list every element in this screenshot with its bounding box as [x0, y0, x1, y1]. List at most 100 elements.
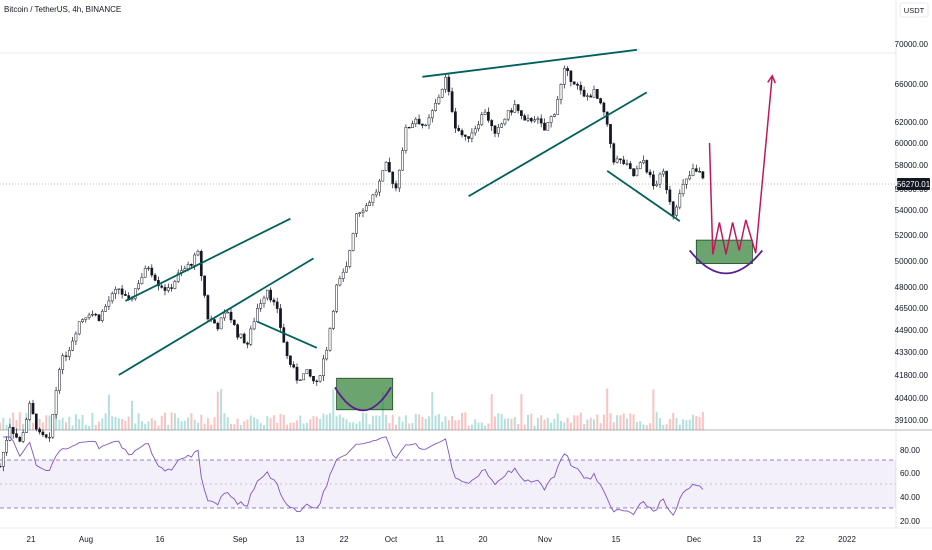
candle-body [638, 162, 642, 170]
volume-bar [586, 419, 589, 430]
rsi-tick-label: 80.00 [900, 446, 921, 455]
currency-selector[interactable]: USDT [899, 2, 929, 18]
volume-bar [61, 417, 64, 430]
date-tick-label: Sep [233, 535, 248, 544]
volume-bar [447, 420, 450, 430]
candle-body [691, 168, 695, 176]
volume-bar [665, 424, 668, 430]
candle-body [605, 111, 609, 125]
candle-body [648, 171, 652, 176]
rsi-axis: 80.00 60.00 40.00 20.00 [900, 446, 921, 526]
volume-bar [322, 413, 325, 430]
candle-body [282, 327, 286, 343]
candle-body [655, 183, 659, 187]
volume-bar [395, 424, 397, 430]
volume-bar [28, 417, 31, 430]
date-tick-label: 20 [479, 535, 488, 544]
candle-body [645, 160, 649, 173]
candle-body [124, 294, 127, 296]
candle-body [107, 300, 111, 307]
volume-bar [569, 422, 572, 430]
candle-body [265, 289, 269, 299]
volume-bar [167, 424, 170, 430]
candle-body [34, 413, 38, 430]
volume-bar [365, 413, 368, 430]
candle-body [256, 308, 259, 322]
price-tick-label: 41800.00 [895, 371, 929, 380]
volume-bar [282, 414, 285, 430]
currency-label: USDT [904, 6, 925, 15]
volume-bar [91, 412, 94, 430]
candle-body [562, 68, 566, 85]
volume-bar [385, 414, 388, 430]
candle-body [117, 288, 121, 290]
volume-bar [612, 422, 615, 430]
volume-bar [629, 413, 632, 430]
volume-bar [107, 394, 110, 430]
arrow-head [767, 74, 777, 84]
date-axis[interactable]: 21 Aug 16 Sep 13 22 Oct 11 20 Nov 15 Dec 13 22 2022 [27, 535, 857, 544]
candle-body [298, 379, 302, 381]
volume-bar [668, 419, 671, 430]
volume-bar [114, 417, 117, 430]
candle-body [384, 162, 388, 171]
price-axis[interactable]: 70000.00 66000.00 62000.00 60000.00 58000.00… [895, 40, 929, 425]
volume-bar [381, 392, 384, 430]
candle-body [480, 114, 484, 126]
volume-bar [296, 420, 298, 430]
candle-body [523, 115, 527, 121]
date-tick-label: 22 [796, 535, 805, 544]
rsi-tick-label: 60.00 [900, 469, 921, 478]
drawings[interactable] [118, 48, 777, 412]
volume-bar [233, 424, 236, 430]
volume-bar [434, 415, 437, 430]
volume-bar [84, 424, 87, 430]
candle-body [114, 289, 117, 294]
volume-bar [579, 412, 582, 430]
volume-bar [441, 421, 444, 430]
volume-bar [391, 414, 394, 430]
volume-bar [576, 415, 579, 430]
candle-body [5, 440, 8, 453]
candle-body [186, 264, 190, 269]
volume-bar [276, 422, 279, 430]
candle-body [246, 342, 249, 345]
candle-body [285, 341, 289, 357]
candle-body [602, 102, 606, 113]
candle-body [190, 264, 193, 266]
candle-body [213, 319, 216, 324]
candle-body [120, 288, 124, 295]
candle-body [592, 89, 596, 98]
volume-bar [65, 422, 67, 430]
candle-body [503, 118, 507, 125]
candle-body [110, 293, 114, 302]
candle-body [652, 174, 655, 187]
candle-body [41, 431, 45, 435]
candle-body [572, 81, 576, 85]
volume-bar [183, 420, 186, 430]
candle-body [335, 284, 338, 312]
candle-body [510, 110, 513, 113]
candle-body [28, 403, 32, 420]
candle-body [569, 70, 573, 82]
candle-body [394, 183, 398, 189]
candle-body [493, 125, 497, 134]
volume-bar [263, 425, 265, 430]
rsi-tick-label: 40.00 [900, 493, 921, 502]
candle-body [417, 118, 421, 125]
candle-body [338, 278, 342, 286]
candle-body [675, 206, 678, 216]
volume-bar [134, 423, 137, 430]
candle-body [520, 110, 523, 116]
candle-body [100, 311, 104, 321]
trendline [118, 257, 314, 376]
candle-body [133, 288, 137, 299]
volume-bar [467, 425, 470, 430]
volume-bar [566, 417, 569, 430]
volume-bar [444, 416, 447, 430]
volume-bar [371, 416, 374, 430]
volume-bar [111, 416, 114, 430]
volume-bar [596, 414, 599, 430]
candle-body [388, 162, 391, 173]
